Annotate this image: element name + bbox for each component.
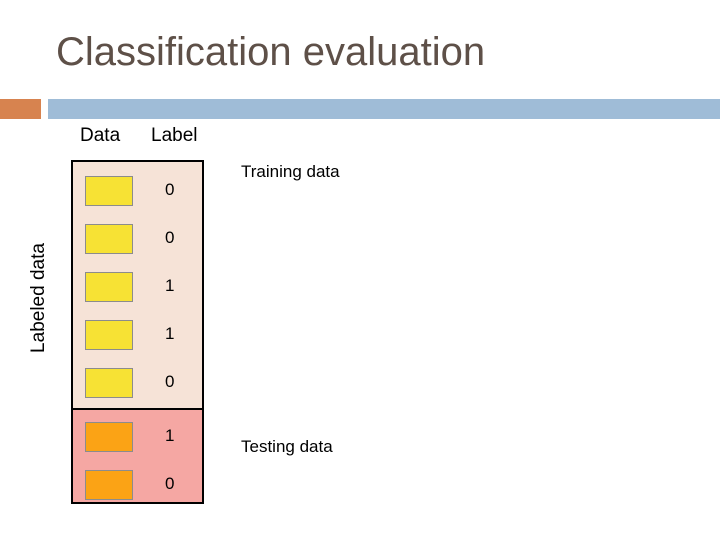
data-row: 0 [73,222,202,256]
row-label-value: 1 [165,426,175,445]
data-column-header: Data [80,125,121,146]
data-row: 1 [73,270,202,304]
training-sample-box [85,224,133,254]
training-sample-box [85,320,133,350]
accent-bar-orange [0,99,41,119]
data-row: 1 [73,318,202,352]
data-row: 0 [73,468,202,502]
row-label-value: 0 [165,228,175,247]
data-row: 0 [73,366,202,400]
accent-bar-blue [48,99,720,119]
training-sample-box [85,272,133,302]
label-column-header: Label [151,125,198,146]
data-row: 0 [73,174,202,208]
testing-data-label: Testing data [241,437,333,456]
row-label-value: 0 [165,372,175,391]
row-label-value: 0 [165,474,175,493]
row-label-value: 0 [165,180,175,199]
testing-sample-box [85,470,133,500]
training-data-label: Training data [241,162,340,181]
testing-sample-box [85,422,133,452]
row-label-value: 1 [165,276,175,295]
data-row: 1 [73,420,202,454]
labeled-data-table: 0 0 1 1 0 1 0 [71,160,204,504]
labeled-data-label: Labeled data [28,243,49,353]
data-rows: 0 0 1 1 0 1 0 [73,162,202,502]
training-sample-box [85,176,133,206]
training-sample-box [85,368,133,398]
slide-title: Classification evaluation [56,30,486,74]
row-label-value: 1 [165,324,175,343]
